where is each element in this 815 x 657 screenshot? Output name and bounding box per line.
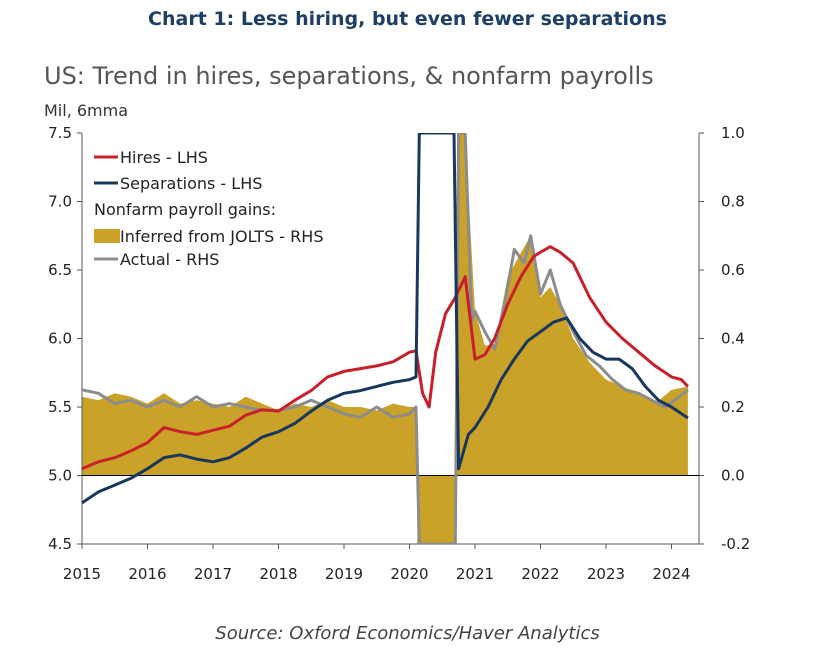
y-left-tick-label: 4.5 [48,535,72,553]
legend-item-hires-label: Hires - LHS [120,148,208,167]
legend-item-actual-label: Actual - RHS [120,250,219,269]
x-tick-label: 2022 [521,565,559,583]
series-line-separations [82,133,689,505]
y-axis-unit-label: Mil, 6mma [44,101,129,120]
y-left-tick-label: 5.0 [48,467,72,485]
x-tick-label: 2021 [456,565,494,583]
x-tick-label: 2016 [128,565,166,583]
x-tick-label: 2018 [259,565,297,583]
x-tick-label: 2020 [390,565,428,583]
series-line-actual [82,133,689,544]
chart-title: US: Trend in hires, separations, & nonfa… [44,62,654,90]
y-left-tick-label: 7.0 [48,193,72,211]
chart-plot: 7.5 7.0 6.5 6.0 5.5 5.0 4.5 1.0 0.8 0.6 0.4 0.2 0.0 -… [48,124,750,583]
y-left-tick-label: 5.5 [48,398,72,416]
y-left-tick-label: 6.5 [48,261,72,279]
y-right-tick-label: -0.2 [721,535,750,553]
y-right-tick-label: 0.6 [721,261,745,279]
x-tick-label: 2019 [325,565,363,583]
y-right-tick-label: 1.0 [721,124,745,142]
x-tick-label: 2024 [652,565,690,583]
source-note: Source: Oxford Economics/Haver Analytics [215,623,600,644]
y-right-tick-label: 0.8 [721,193,745,211]
series-line-hires [82,245,689,471]
y-right-tick-label: 0.2 [721,398,745,416]
chart-heading: Chart 1: Less hiring, but even fewer sep… [148,8,667,30]
y-right-tick-label: 0.0 [721,467,745,485]
x-tick-label: 2015 [63,565,101,583]
legend-item-inferred-swatch [94,229,120,243]
x-tick-label: 2023 [587,565,625,583]
x-tick-label: 2017 [194,565,232,583]
legend-group-label-label: Nonfarm payroll gains: [94,200,276,219]
y-left-tick-label: 7.5 [48,124,72,142]
y-right-tick-label: 0.4 [721,330,745,348]
y-left-tick-label: 6.0 [48,330,72,348]
legend-item-inferred-label: Inferred from JOLTS - RHS [120,227,323,246]
series-area-inferred-from-jolts [82,133,688,544]
legend-item-separations-label: Separations - LHS [120,174,262,193]
